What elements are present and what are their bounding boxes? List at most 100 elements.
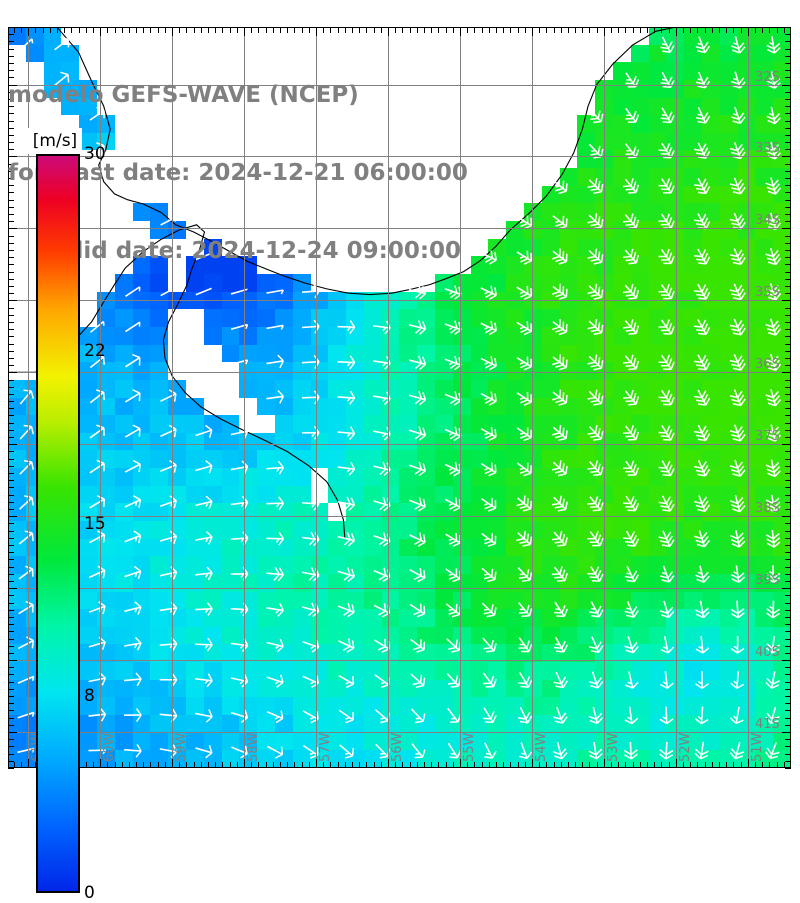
- tick-minor-left: [8, 300, 14, 301]
- tick-minor-top: [222, 27, 223, 33]
- tick-minor-top: [100, 27, 101, 33]
- tick-minor-bottom: [93, 762, 94, 768]
- tick-minor-right: [785, 473, 791, 474]
- tick-minor-right: [785, 746, 791, 747]
- tick-minor-bottom: [510, 762, 511, 768]
- tick-minor-left: [8, 617, 14, 618]
- tick-minor-left: [8, 156, 14, 157]
- forecast-map-figure: 61W60W59W58W57W56W55W54W53W52W51W32S33S3…: [8, 27, 791, 903]
- tick-minor-right: [785, 365, 791, 366]
- tick-minor-top: [597, 27, 598, 33]
- tick-minor-top: [446, 27, 447, 33]
- tick-minor-bottom: [582, 762, 583, 768]
- tick-minor-bottom: [633, 762, 634, 768]
- tick-minor-right: [785, 156, 791, 157]
- colorbar-gradient[interactable]: [36, 154, 80, 893]
- tick-minor-top: [482, 27, 483, 33]
- lat-label-39S: 39S: [755, 573, 780, 589]
- tick-minor-right: [785, 617, 791, 618]
- tick-minor-bottom: [453, 762, 454, 768]
- tick-minor-left: [8, 272, 14, 273]
- lat-label-33S: 33S: [755, 141, 780, 157]
- tick-minor-right: [785, 300, 791, 301]
- lat-label-40S: 40S: [755, 645, 780, 661]
- tick-minor-right: [785, 631, 791, 632]
- tick-minor-top: [172, 27, 173, 33]
- tick-minor-left: [8, 495, 14, 496]
- tick-minor-top: [453, 27, 454, 33]
- tick-minor-right: [785, 674, 791, 675]
- tick-minor-bottom: [158, 762, 159, 768]
- tick-minor-left: [8, 559, 14, 560]
- tick-minor-left: [8, 178, 14, 179]
- tick-minor-left: [8, 128, 14, 129]
- tick-minor-left: [8, 567, 14, 568]
- tick-minor-top: [467, 27, 468, 33]
- lon-label-52W: 52W: [677, 732, 693, 762]
- tick-minor-top: [86, 27, 87, 33]
- tick-minor-bottom: [446, 762, 447, 768]
- tick-minor-bottom: [345, 762, 346, 768]
- tick-minor-right: [785, 754, 791, 755]
- tick-minor-left: [8, 696, 14, 697]
- tick-minor-right: [785, 415, 791, 416]
- tick-minor-top: [14, 27, 15, 33]
- tick-minor-top: [661, 27, 662, 33]
- gridline-lat-38S: [8, 516, 791, 517]
- tick-minor-top: [237, 27, 238, 33]
- tick-minor-bottom: [395, 762, 396, 768]
- gridline-lat-34S: [8, 228, 791, 229]
- tick-minor-right: [785, 718, 791, 719]
- tick-minor-top: [251, 27, 252, 33]
- tick-minor-right: [785, 63, 791, 64]
- tick-minor-bottom: [86, 762, 87, 768]
- map-plot-area[interactable]: 61W60W59W58W57W56W55W54W53W52W51W32S33S3…: [8, 27, 791, 768]
- tick-minor-right: [785, 70, 791, 71]
- tick-minor-top: [165, 27, 166, 33]
- tick-minor-right: [785, 380, 791, 381]
- tick-minor-left: [8, 200, 14, 201]
- tick-minor-left: [8, 646, 14, 647]
- tick-minor-right: [785, 610, 791, 611]
- colorbar-tick-0: 0: [84, 883, 95, 903]
- tick-minor-left: [8, 451, 14, 452]
- gridline-lon-52W: [676, 27, 677, 768]
- tick-minor-left: [8, 236, 14, 237]
- tick-minor-left: [8, 703, 14, 704]
- tick-minor-bottom: [330, 762, 331, 768]
- tick-minor-top: [741, 27, 742, 33]
- tick-minor-bottom: [381, 762, 382, 768]
- gridline-lat-39S: [8, 588, 791, 589]
- lat-label-35S: 35S: [755, 285, 780, 301]
- tick-minor-right: [785, 286, 791, 287]
- tick-minor-right: [785, 207, 791, 208]
- tick-minor-bottom: [568, 762, 569, 768]
- lat-label-34S: 34S: [755, 213, 780, 229]
- tick-minor-bottom: [611, 762, 612, 768]
- colorbar-unit-label: [m/s]: [28, 128, 82, 154]
- tick-minor-right: [785, 725, 791, 726]
- tick-minor-top: [496, 27, 497, 33]
- tick-minor-bottom: [410, 762, 411, 768]
- tick-minor-right: [785, 732, 791, 733]
- tick-minor-top: [57, 27, 58, 33]
- tick-minor-right: [785, 372, 791, 373]
- tick-minor-right: [785, 171, 791, 172]
- tick-minor-left: [8, 336, 14, 337]
- tick-minor-bottom: [525, 762, 526, 768]
- tick-minor-bottom: [726, 762, 727, 768]
- tick-minor-bottom: [251, 762, 252, 768]
- tick-minor-bottom: [647, 762, 648, 768]
- tick-minor-right: [785, 639, 791, 640]
- tick-minor-bottom: [640, 762, 641, 768]
- lat-label-38S: 38S: [755, 501, 780, 517]
- gridline-lon-54W: [532, 27, 533, 768]
- tick-minor-right: [785, 293, 791, 294]
- tick-minor-bottom: [172, 762, 173, 768]
- tick-minor-bottom: [222, 762, 223, 768]
- tick-minor-left: [8, 121, 14, 122]
- tick-minor-left: [8, 207, 14, 208]
- tick-minor-bottom: [474, 762, 475, 768]
- tick-minor-right: [785, 344, 791, 345]
- tick-minor-left: [8, 408, 14, 409]
